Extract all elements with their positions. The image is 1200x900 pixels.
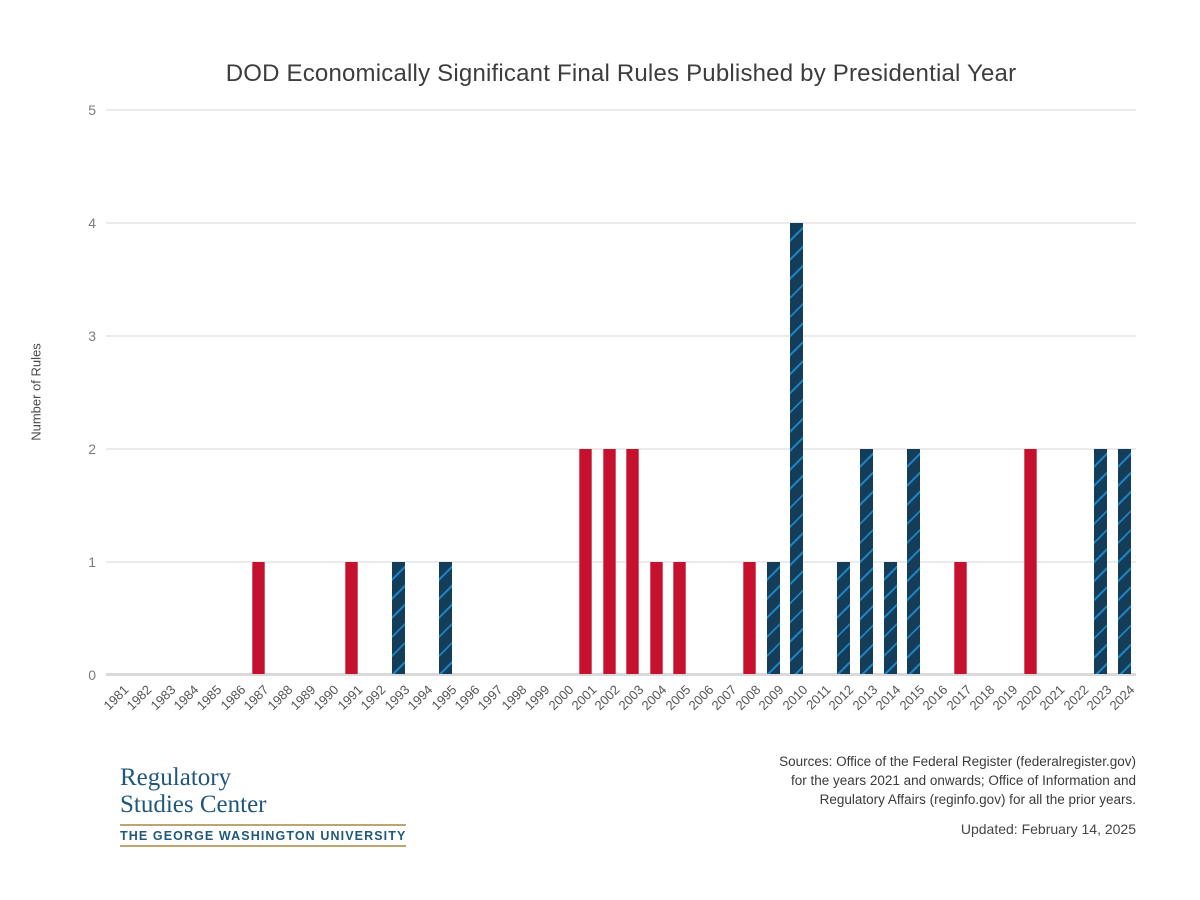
logo-university-band: THE GEORGE WASHINGTON UNIVERSITY [120, 824, 407, 847]
x-label-2004: 2004 [638, 682, 670, 714]
sources-note: Sources: Office of the Federal Register … [779, 754, 1136, 807]
bar-2013 [860, 449, 874, 674]
x-label-1999: 1999 [521, 682, 553, 714]
plot-area: 1981 1982 1983 1984 1985 1986 1987 1988 1989 1990… [100, 109, 1138, 713]
chart-title: DOD Economically Significant Final Rules… [225, 60, 1017, 87]
gridline-3 [106, 335, 1136, 337]
bar-1995 [438, 562, 452, 674]
x-label-2024: 2024 [1106, 682, 1138, 714]
y-tick-1: 1 [88, 554, 96, 570]
bar-2017 [953, 562, 967, 674]
bar-2008 [743, 562, 757, 674]
x-label-2012: 2012 [825, 682, 857, 714]
bar-1991 [345, 562, 359, 674]
x-label-2009: 2009 [755, 682, 787, 714]
bar-2004 [649, 562, 663, 674]
bar-1993 [392, 562, 406, 674]
logo-university: THE GEORGE WASHINGTON UNIVERSITY [120, 829, 407, 843]
x-label-1982: 1982 [123, 682, 155, 714]
bar-2012 [836, 562, 850, 674]
gridline-5 [106, 109, 1136, 111]
y-tick-2: 2 [88, 441, 96, 457]
bar-2009 [766, 562, 780, 674]
bar-1987 [251, 562, 265, 674]
x-label-2007: 2007 [708, 682, 740, 714]
x-label-2000: 2000 [545, 682, 577, 714]
x-label-2002: 2002 [591, 682, 623, 714]
y-tick-5: 5 [88, 102, 96, 118]
bar-2010 [790, 223, 804, 674]
x-label-1995: 1995 [427, 682, 460, 714]
bar-2014 [883, 562, 897, 674]
y-tick-0: 0 [88, 667, 96, 683]
x-label-1985: 1985 [193, 682, 225, 714]
bar-2002 [602, 449, 616, 674]
bar-2001 [579, 449, 593, 674]
y-axis-title-text: Number of Rules [28, 343, 44, 441]
gridline-4 [106, 222, 1136, 224]
x-label-1987: 1987 [240, 682, 272, 714]
gridline-2 [106, 448, 1136, 450]
rsc-logo: Regulatory Studies Center THE GEORGE WAS… [120, 764, 407, 847]
x-label-2019: 2019 [989, 682, 1021, 714]
bar-2024 [1117, 449, 1131, 674]
gridline-0 [106, 673, 1136, 676]
x-label-1994: 1994 [404, 682, 436, 714]
x-label-1990: 1990 [310, 682, 342, 714]
logo-org-line1: Regulatory [120, 764, 232, 791]
x-label-1997: 1997 [474, 682, 506, 714]
bar-2023 [1094, 449, 1108, 674]
y-tick-labels: 0 1 2 3 4 5 [58, 103, 96, 682]
x-label-2014: 2014 [872, 682, 904, 714]
x-label-1992: 1992 [357, 682, 389, 714]
gridline-1 [106, 561, 1136, 563]
y-tick-3: 3 [88, 328, 96, 344]
x-label-2017: 2017 [942, 682, 975, 714]
y-tick-4: 4 [88, 215, 96, 231]
bar-2005 [673, 562, 687, 674]
bar-2003 [626, 449, 640, 674]
logo-org-line2: Studies Center [120, 791, 267, 818]
x-label-2016: 2016 [919, 682, 951, 714]
x-label-2022: 2022 [1060, 682, 1092, 714]
bar-2020 [1024, 449, 1038, 674]
x-label-2021: 2021 [1036, 682, 1068, 714]
updated-note: Updated: February 14, 2025 [960, 821, 1136, 837]
bar-2015 [907, 449, 921, 674]
logo-org-name: Regulatory Studies Center [120, 764, 406, 818]
